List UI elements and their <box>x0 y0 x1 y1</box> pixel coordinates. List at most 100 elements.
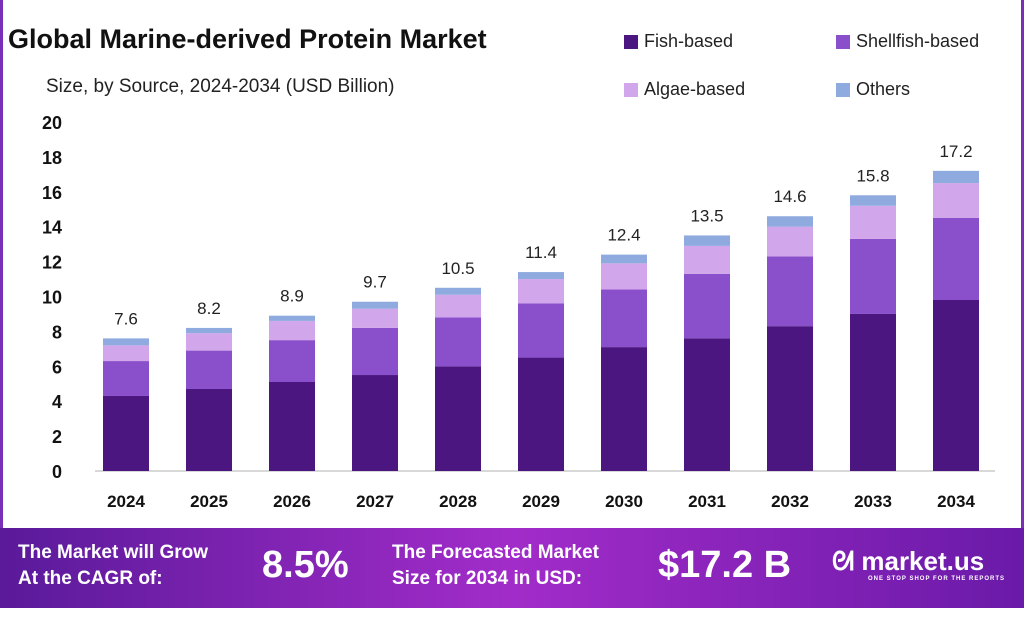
bar-segment-algae-based <box>767 226 813 257</box>
x-tick-label: 2026 <box>273 492 311 511</box>
legend-swatch <box>836 82 850 97</box>
x-tick-label: 2028 <box>439 492 477 511</box>
bar-segment-others <box>684 235 730 246</box>
summary-banner: The Market will Grow At the CAGR of: 8.5%… <box>0 528 1024 608</box>
stacked-bar-chart: 0 2 4 6 8 10 12 14 16 18 20 7.6 2024 8.2 2025 8.9 2026 9.… <box>42 113 995 511</box>
bar-segment-fish-based <box>850 313 896 471</box>
logo-text: market.us <box>861 546 985 576</box>
total-data-label: 11.4 <box>525 243 557 262</box>
chart-title: Global Marine-derived Protein Market <box>8 24 487 54</box>
y-tick-label: 6 <box>52 357 62 377</box>
bar-segment-others <box>933 170 979 184</box>
bar-segment-algae-based <box>435 294 481 318</box>
total-data-label: 17.2 <box>939 142 972 161</box>
bar-segment-fish-based <box>518 357 564 471</box>
total-data-label: 10.5 <box>441 259 474 278</box>
forecast-label: The Forecasted Market Size for 2034 in US… <box>392 540 599 592</box>
bar-segment-others <box>435 287 481 295</box>
legend-item-fish: Fish-based <box>624 31 733 52</box>
legend-label: Shellfish-based <box>856 31 980 51</box>
y-tick-label: 0 <box>52 462 62 482</box>
bar-segment-algae-based <box>850 205 896 239</box>
legend-label: Others <box>856 79 911 99</box>
bar-segment-fish-based <box>601 347 647 471</box>
bar-segment-fish-based <box>186 388 232 471</box>
bar-segment-algae-based <box>518 279 564 304</box>
x-tick-label: 2029 <box>522 492 560 511</box>
bar-segment-algae-based <box>684 245 730 274</box>
bar-segment-others <box>518 272 564 280</box>
bar-segment-shellfish-based <box>269 340 315 383</box>
bar-segment-shellfish-based <box>186 350 232 389</box>
total-data-label: 8.2 <box>197 299 221 318</box>
bar-segment-shellfish-based <box>601 289 647 348</box>
bar-segment-shellfish-based <box>518 303 564 358</box>
bar-segment-algae-based <box>269 320 315 341</box>
chart-frame <box>0 0 1024 528</box>
legend-swatch <box>836 34 850 49</box>
x-tick-label: 2034 <box>937 492 975 511</box>
logo-tagline: ONE STOP SHOP FOR THE REPORTS <box>868 576 1006 582</box>
y-tick-label: 4 <box>52 392 62 412</box>
bar-segment-fish-based <box>767 326 813 471</box>
y-tick-label: 20 <box>42 113 62 133</box>
y-tick-label: 12 <box>42 253 62 273</box>
bar-segment-others <box>186 327 232 334</box>
x-tick-label: 2027 <box>356 492 394 511</box>
cagr-value: 8.5% <box>262 544 349 586</box>
cagr-label-line2: At the CAGR of: <box>18 568 163 589</box>
x-tick-label: 2030 <box>605 492 643 511</box>
x-tick-label: 2031 <box>688 492 726 511</box>
bar-segment-shellfish-based <box>103 361 149 396</box>
bar-segment-shellfish-based <box>850 238 896 314</box>
total-data-label: 15.8 <box>856 166 889 185</box>
bar-segment-shellfish-based <box>767 256 813 327</box>
legend-item-shellfish: Shellfish-based <box>836 31 979 52</box>
bar-segment-shellfish-based <box>435 317 481 367</box>
logo-icon: ᘛ <box>832 546 862 576</box>
total-data-label: 7.6 <box>114 309 138 328</box>
legend-item-algae: Algae-based <box>624 79 745 100</box>
bar-segment-shellfish-based <box>352 327 398 376</box>
y-tick-label: 18 <box>42 148 62 168</box>
bar-segment-others <box>103 338 149 346</box>
total-data-label: 12.4 <box>607 226 640 245</box>
bar-segment-fish-based <box>269 382 315 471</box>
forecast-label-line1: The Forecasted Market <box>392 542 599 563</box>
y-tick-label: 2 <box>52 427 62 447</box>
bar-segment-shellfish-based <box>933 217 979 300</box>
total-data-label: 13.5 <box>690 206 723 225</box>
bar-segment-fish-based <box>684 338 730 471</box>
bar-segment-fish-based <box>435 366 481 471</box>
legend-swatch <box>624 82 638 97</box>
bar-segment-algae-based <box>352 308 398 328</box>
legend-label: Algae-based <box>644 79 746 99</box>
y-tick-label: 10 <box>42 288 62 308</box>
y-tick-label: 14 <box>42 218 62 238</box>
bar-segment-others <box>352 301 398 309</box>
forecast-value: $17.2 B <box>658 544 792 586</box>
legend-label: Fish-based <box>644 31 734 51</box>
x-tick-label: 2025 <box>190 492 228 511</box>
bar-segment-algae-based <box>103 345 149 362</box>
x-tick-label: 2033 <box>854 492 892 511</box>
y-tick-label: 16 <box>42 183 62 203</box>
legend-item-others: Others <box>836 79 910 100</box>
bar-segment-others <box>767 216 813 227</box>
bar-segment-others <box>850 195 896 206</box>
bar-segment-algae-based <box>601 263 647 290</box>
x-tick-label: 2032 <box>771 492 809 511</box>
total-data-label: 9.7 <box>363 273 387 292</box>
bar-segment-algae-based <box>186 333 232 351</box>
bar-segment-others <box>601 254 647 264</box>
bar-segment-shellfish-based <box>684 273 730 339</box>
market-us-logo: ᘛ market.us ONE STOP SHOP FOR THE REPORTS <box>832 546 1005 582</box>
total-data-label: 8.9 <box>280 287 304 306</box>
legend-swatch <box>624 34 638 49</box>
cagr-label: The Market will Grow At the CAGR of: <box>18 540 208 592</box>
bar-segment-others <box>269 315 315 321</box>
cagr-label-line1: The Market will Grow <box>18 542 209 563</box>
chart-subtitle: Size, by Source, 2024-2034 (USD Billion) <box>46 76 395 97</box>
forecast-label-line2: Size for 2034 in USD: <box>392 568 583 589</box>
total-data-label: 14.6 <box>773 187 806 206</box>
